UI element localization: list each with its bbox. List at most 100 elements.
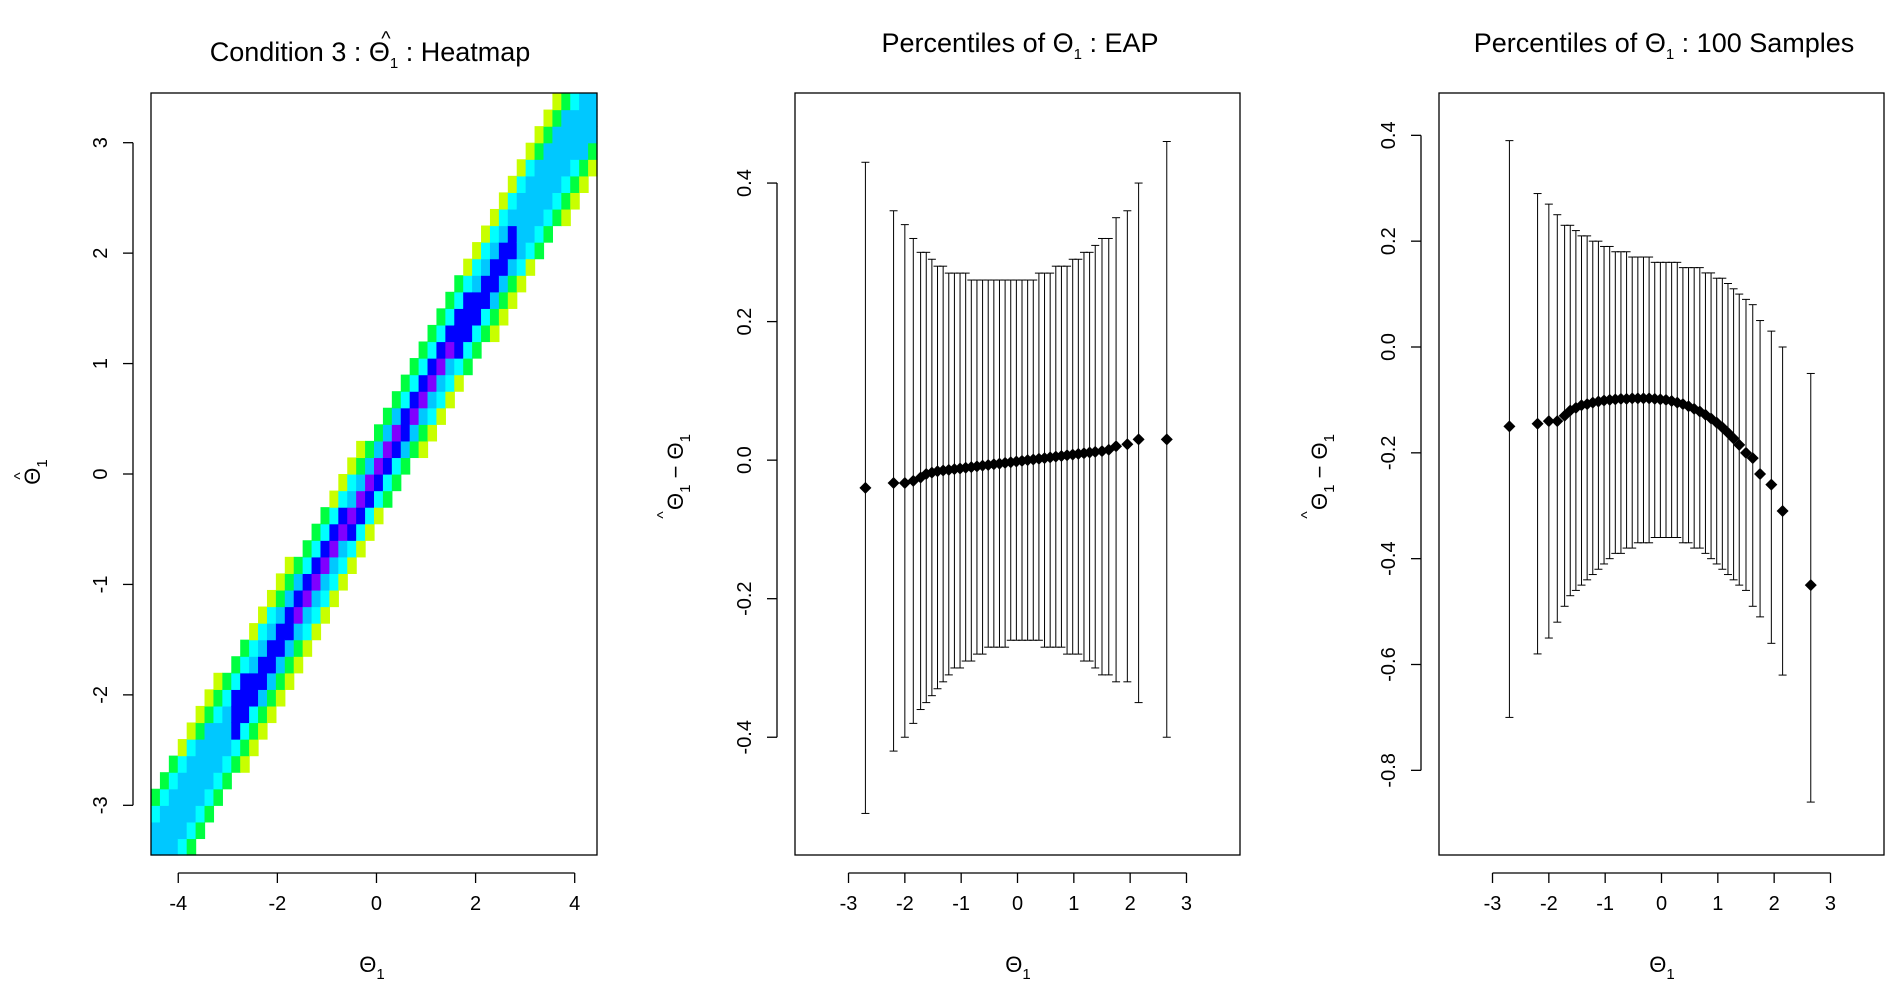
samples-x-axis: -3 -2 -1 0 1 2 3 bbox=[1484, 872, 1836, 915]
heatmap-cell bbox=[186, 805, 197, 823]
heatmap-cell bbox=[561, 175, 571, 193]
heatmap-cell bbox=[275, 672, 286, 690]
samples-point bbox=[1551, 415, 1564, 428]
heatmap-cell bbox=[481, 258, 491, 276]
heatmap-cell bbox=[507, 175, 518, 193]
heatmap-cell bbox=[445, 341, 455, 359]
heatmap-cell bbox=[516, 175, 527, 193]
heatmap-cell bbox=[168, 805, 179, 823]
heatmap-cell bbox=[391, 457, 402, 475]
heatmap-cell bbox=[311, 623, 322, 641]
eap-x-tick-label: 2 bbox=[1125, 893, 1136, 915]
heatmap-cell bbox=[472, 242, 482, 260]
heatmap-cell bbox=[570, 93, 580, 111]
heatmap-cell bbox=[382, 440, 393, 459]
heatmap-cell bbox=[338, 507, 348, 525]
heatmap-cell bbox=[498, 225, 509, 243]
heatmap-cell bbox=[445, 324, 455, 343]
samples-x-tick-label: 3 bbox=[1825, 893, 1836, 915]
heatmap-cell bbox=[489, 324, 500, 343]
heatmap-cell bbox=[284, 606, 295, 624]
samples-x-tick-label: 0 bbox=[1656, 893, 1667, 915]
heatmap-cell bbox=[320, 606, 330, 624]
heatmap-cell bbox=[543, 142, 553, 160]
heatmap-cell bbox=[391, 391, 402, 409]
heatmap-cell bbox=[231, 672, 241, 690]
heatmap-cell bbox=[266, 705, 277, 724]
heatmap-cell bbox=[338, 540, 348, 558]
heatmap-cell bbox=[302, 573, 313, 591]
heatmap-cell bbox=[186, 838, 197, 856]
heatmap-cell bbox=[266, 672, 277, 690]
heatmap-cell bbox=[168, 772, 179, 790]
heatmap-cell bbox=[151, 838, 161, 856]
heatmap-cell bbox=[204, 689, 215, 707]
heatmap-x-tick-label: 4 bbox=[569, 893, 580, 915]
eap-frame bbox=[794, 92, 1241, 856]
heatmap-cell bbox=[463, 275, 473, 293]
heatmap-cell bbox=[489, 258, 500, 276]
heatmap-cell bbox=[552, 175, 562, 193]
samples-y-tick-label: -0.2 bbox=[1378, 436, 1400, 470]
heatmap-cell bbox=[275, 573, 286, 591]
heatmap-cell bbox=[579, 93, 589, 111]
samples-x-tick-label: 1 bbox=[1712, 893, 1723, 915]
heatmap-cell bbox=[320, 507, 330, 525]
heatmap-cell bbox=[588, 93, 598, 111]
heatmap-cell bbox=[347, 490, 357, 508]
heatmap-cell bbox=[168, 788, 179, 806]
heatmap-cell bbox=[347, 507, 357, 525]
heatmap-cell bbox=[445, 358, 455, 376]
heatmap-cell bbox=[311, 573, 322, 591]
heatmap-cell bbox=[195, 739, 206, 757]
heatmap-cell bbox=[284, 672, 295, 690]
title-theta-hat: Θ bbox=[369, 37, 390, 67]
eap-point bbox=[887, 477, 900, 490]
heatmap-x-tick-label: -2 bbox=[268, 893, 286, 915]
heatmap-cell bbox=[543, 109, 553, 127]
heatmap-x-tick-label: -4 bbox=[169, 893, 187, 915]
heatmap-cell bbox=[249, 639, 259, 657]
heatmap-cell bbox=[552, 142, 562, 160]
heatmap-cell bbox=[186, 755, 197, 773]
heatmap-cell bbox=[436, 324, 446, 343]
heatmap-cell bbox=[507, 192, 518, 210]
heatmap-cell bbox=[258, 672, 268, 690]
heatmap-cell bbox=[258, 606, 268, 624]
heatmap-cell bbox=[543, 192, 553, 210]
eap-x-axis: -3 -2 -1 0 1 2 3 bbox=[840, 872, 1192, 915]
heatmap-cell bbox=[391, 474, 402, 492]
heatmap-cell bbox=[409, 424, 420, 442]
eap-x-tick-label: -3 bbox=[840, 893, 858, 915]
heatmap-cell bbox=[374, 490, 384, 508]
heatmap-cell bbox=[231, 739, 241, 757]
heatmap-cell bbox=[454, 308, 464, 326]
heatmap-cell bbox=[391, 407, 402, 425]
heatmap-cells bbox=[151, 93, 598, 856]
heatmap-cell bbox=[561, 142, 571, 160]
heatmap-cell bbox=[534, 242, 545, 260]
heatmap-cell bbox=[525, 142, 536, 160]
samples-point bbox=[1739, 446, 1752, 459]
heatmap-cell bbox=[463, 341, 473, 359]
heatmap-cell bbox=[213, 772, 223, 790]
heatmap-cell bbox=[427, 407, 438, 425]
heatmap-cell bbox=[365, 457, 375, 475]
heatmap-cell bbox=[329, 573, 339, 591]
heatmap-cell bbox=[177, 821, 188, 840]
heatmap-cell bbox=[204, 739, 215, 757]
heatmap-cell bbox=[391, 440, 402, 459]
heatmap-cell bbox=[525, 159, 536, 177]
heatmap-cell bbox=[507, 291, 518, 309]
heatmap-cell bbox=[409, 391, 420, 409]
heatmap-cell bbox=[588, 109, 598, 127]
samples-title: Percentiles of Θ1 : 100 Samples bbox=[1474, 28, 1855, 63]
heatmap-cell bbox=[320, 523, 330, 541]
heatmap-cell bbox=[249, 739, 259, 757]
heatmap-cell bbox=[534, 208, 545, 227]
heatmap-cell bbox=[284, 639, 295, 657]
heatmap-cell bbox=[454, 374, 464, 392]
eap-y-tick-label: 0.2 bbox=[734, 308, 756, 336]
heatmap-cell bbox=[356, 523, 366, 541]
heatmap-cell bbox=[543, 126, 553, 144]
